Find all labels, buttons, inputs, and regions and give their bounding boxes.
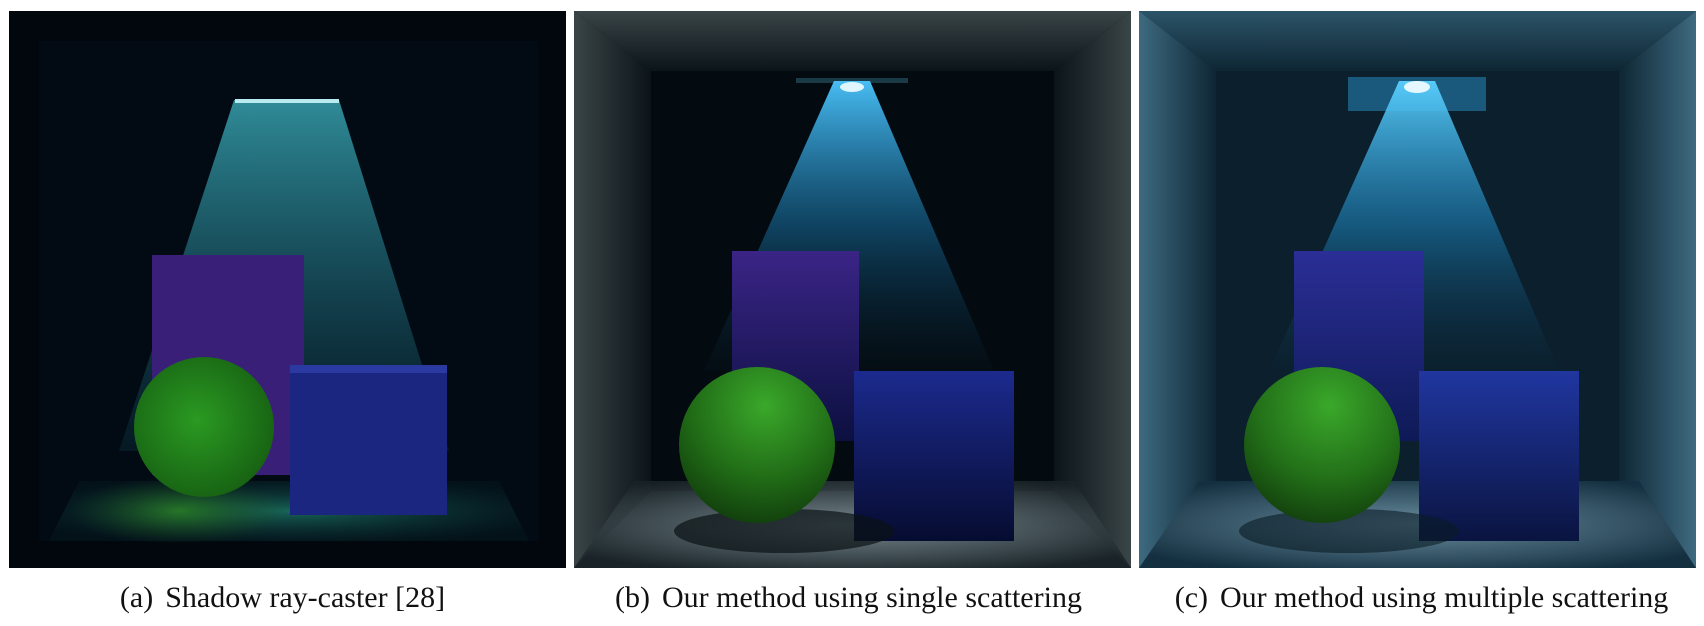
sphere-shadow [69,477,289,545]
render-image-shadow-ray-caster [9,11,566,568]
left-wall [574,11,651,568]
sphere [1244,367,1400,523]
sphere-shadow [1239,509,1459,553]
ceiling [574,11,1131,71]
caption-text: Our method using multiple scattering [1220,581,1669,614]
render-panel-c [1139,11,1696,568]
ceiling-light [1404,81,1430,93]
left-wall [1139,11,1216,568]
ceiling-light-fixture [796,78,908,83]
sphere-shadow [674,509,894,553]
caption-b: (b) Our method using single scattering [566,578,1131,618]
ceiling-light [235,99,339,103]
cube-box [1419,371,1579,541]
sphere [679,367,835,523]
render-image-multiple-scattering [1139,11,1696,568]
render-panel-a [9,11,566,568]
right-wall [1619,11,1696,568]
ceiling-light [840,82,864,92]
caption-label: (a) [119,581,154,614]
render-image-single-scattering [574,11,1131,568]
caption-a: (a) Shadow ray-caster [28] [0,578,565,618]
caption-label: (b) [615,581,651,614]
render-panel-b [574,11,1131,568]
cube-box [290,365,447,515]
cube-box [854,371,1014,541]
caption-label: (c) [1174,581,1209,614]
caption-text: Shadow ray-caster [28] [165,581,446,614]
sphere [134,357,274,497]
caption-text: Our method using single scattering [662,581,1082,614]
ceiling [1139,11,1696,71]
caption-c: (c) Our method using multiple scattering [1139,578,1704,618]
right-wall [1054,11,1131,568]
